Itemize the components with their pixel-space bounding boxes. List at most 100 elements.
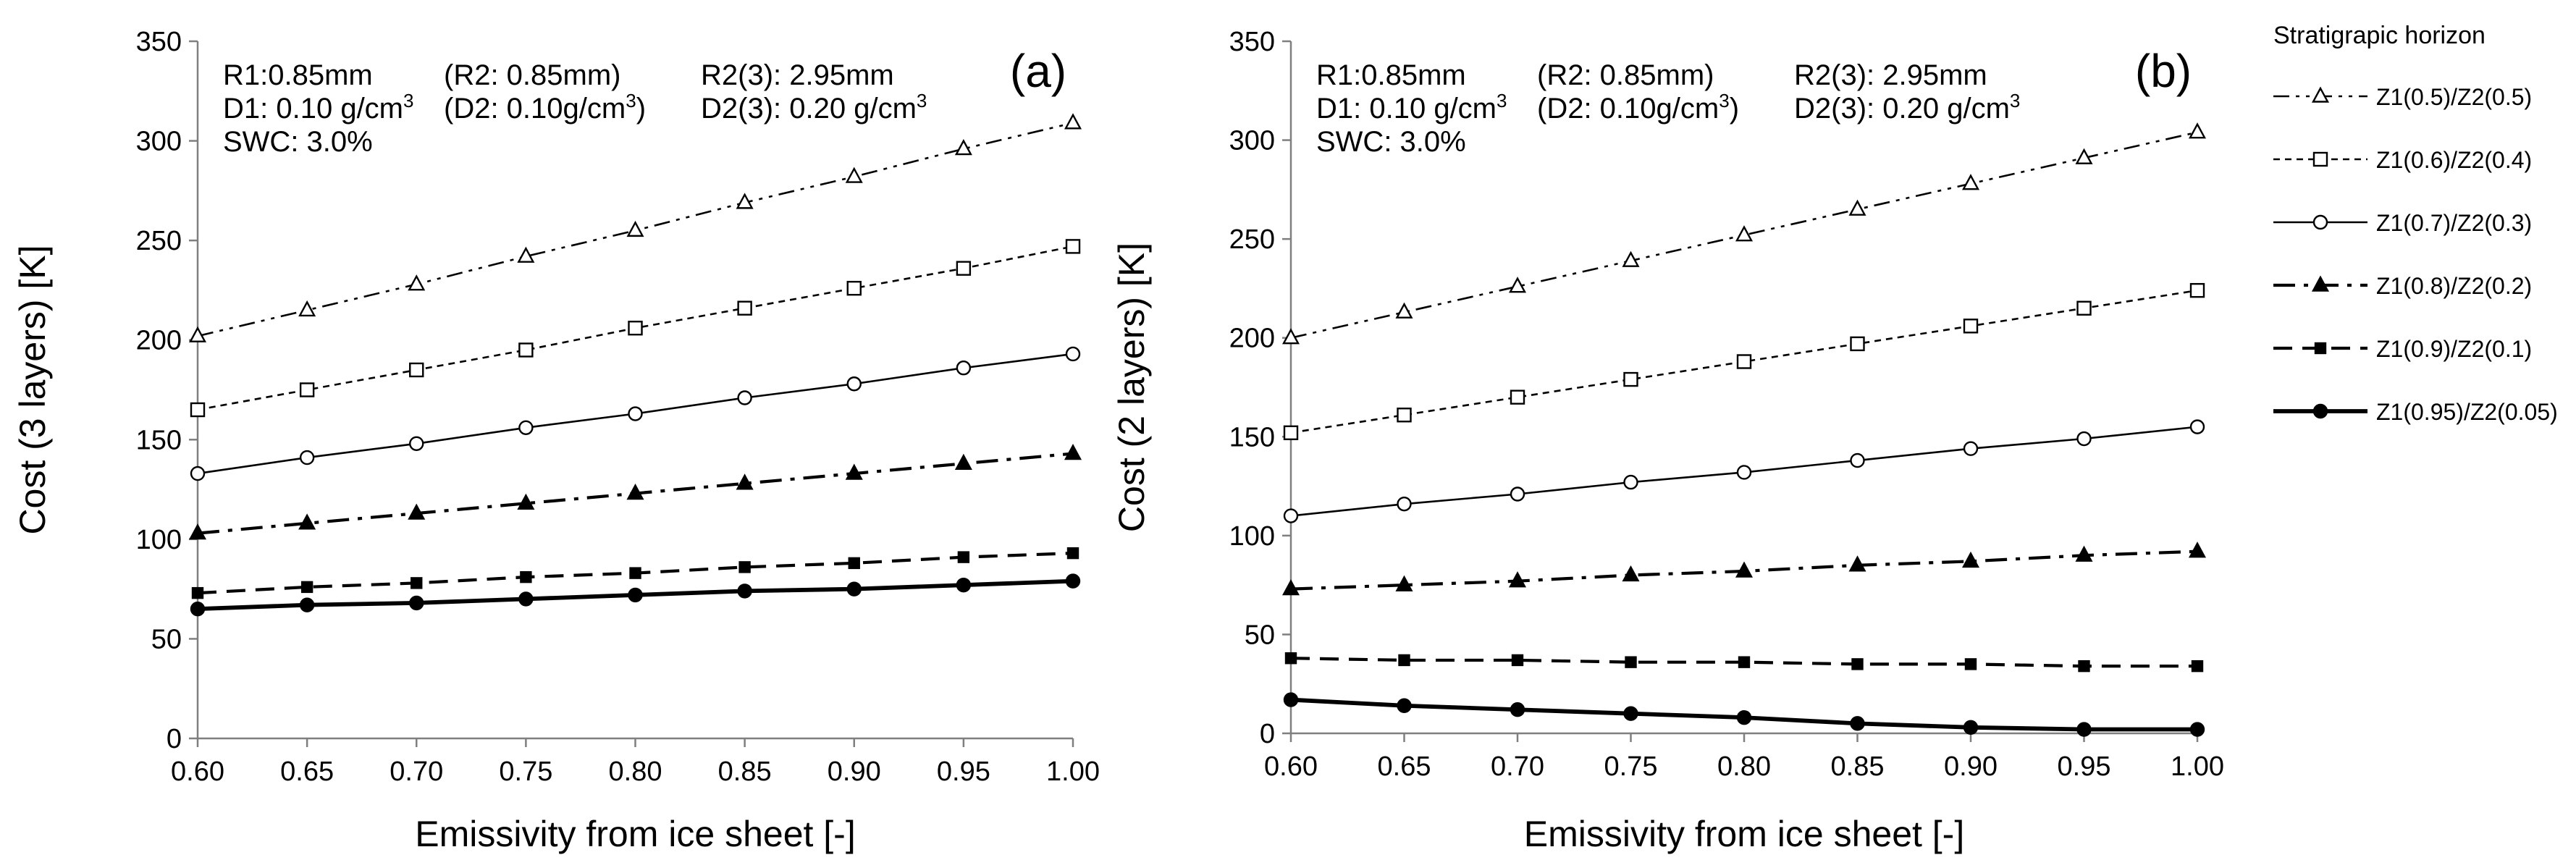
data-point — [1850, 716, 1865, 731]
data-point — [628, 406, 643, 421]
y-axis-title: Cost (3 layers) [K] — [12, 245, 53, 534]
data-point — [1510, 389, 1525, 405]
annotation-text: SWC: 3.0% — [1316, 126, 1466, 158]
data-point — [299, 382, 315, 397]
annotation-text: (R2: 0.85mm) — [444, 59, 621, 91]
legend-label: Z1(0.8)/Z2(0.2) — [2376, 273, 2532, 299]
data-point — [2189, 722, 2205, 737]
annotation-text: R1:0.85mm — [223, 59, 373, 91]
data-point — [626, 220, 644, 237]
annotation-text: D2(3): 0.20 g/cm3 — [701, 90, 927, 125]
data-point — [1735, 225, 1754, 242]
data-point — [191, 586, 204, 599]
data-point — [738, 561, 751, 573]
data-point — [1281, 328, 1300, 345]
data-point — [1964, 658, 1977, 670]
legend-label: Z1(0.95)/Z2(0.05) — [2376, 399, 2558, 425]
x-tick-label: 0.75 — [499, 757, 552, 787]
data-point — [1961, 174, 1980, 190]
x-tick-label: 0.60 — [171, 757, 224, 787]
annotation-text: R2(3): 2.95mm — [1794, 59, 1987, 91]
annotation-text: D1: 0.10 g/cm3 — [1316, 90, 1507, 125]
data-point — [1397, 698, 1412, 713]
annotation-text: (D2: 0.10g/cm3) — [444, 90, 646, 125]
data-point — [299, 450, 315, 465]
x-tick-label: 0.60 — [1264, 751, 1318, 782]
y-tick-label: 0 — [1260, 719, 1275, 749]
data-point — [1395, 302, 1413, 319]
data-point — [848, 557, 860, 570]
legend-label: Z1(0.5)/Z2(0.5) — [2376, 84, 2532, 110]
annotation-text: R2(3): 2.95mm — [701, 59, 894, 91]
data-point — [629, 567, 641, 579]
data-point — [956, 361, 972, 376]
x-axis-title: Emissivity from ice sheet [-] — [1524, 814, 1964, 854]
chart-panel-1: 0 50 100 150 200 250 300 350 0.60 0.65 0.70 0.75 0.8… — [1111, 27, 2224, 854]
data-point — [2076, 722, 2092, 737]
legend-entry-0: Z1(0.5)/Z2(0.5) — [2273, 84, 2532, 110]
panel-label: (b) — [2135, 45, 2192, 97]
data-point — [626, 484, 644, 500]
data-point — [1065, 239, 1081, 254]
data-point — [2075, 148, 2093, 164]
annotation-text: D1: 0.10 g/cm3 — [223, 90, 413, 125]
data-point — [408, 503, 426, 520]
data-point — [517, 493, 535, 510]
data-point — [520, 570, 532, 583]
data-point — [1622, 250, 1640, 267]
legend-marker — [2314, 342, 2327, 355]
y-tick-label: 100 — [136, 525, 182, 555]
x-tick-label: 0.80 — [1717, 751, 1771, 782]
legend-marker — [2311, 86, 2330, 103]
data-point — [1284, 652, 1297, 665]
data-point — [845, 463, 863, 480]
legend-title: Stratigrapic horizon — [2273, 22, 2485, 49]
data-point — [1850, 336, 1865, 352]
y-tick-label: 300 — [1229, 126, 1275, 156]
series-1 — [190, 239, 1081, 418]
data-point — [409, 595, 424, 611]
data-point — [2188, 122, 2207, 139]
annotation-text: (R2: 0.85mm) — [1537, 59, 1714, 91]
data-point — [1281, 579, 1300, 596]
data-point — [1961, 551, 1980, 568]
legend-marker — [2311, 275, 2330, 292]
data-point — [956, 261, 972, 276]
data-point — [736, 473, 754, 490]
x-tick-label: 0.65 — [280, 757, 334, 787]
x-tick-label: 0.70 — [1491, 751, 1544, 782]
data-point — [1397, 496, 1412, 512]
y-tick-label: 300 — [136, 127, 182, 157]
data-point — [190, 465, 206, 481]
legend-entry-4: Z1(0.9)/Z2(0.1) — [2273, 336, 2532, 362]
data-point — [737, 390, 752, 405]
series-5 — [1283, 692, 2205, 737]
x-tick-label: 0.80 — [609, 757, 662, 787]
data-point — [1738, 656, 1751, 668]
data-point — [188, 326, 207, 342]
data-point — [1623, 371, 1638, 387]
series-5 — [190, 573, 1081, 617]
x-tick-label: 0.65 — [1378, 751, 1431, 782]
legend-marker — [2312, 151, 2328, 167]
data-point — [190, 601, 206, 617]
data-point — [2189, 282, 2205, 298]
data-point — [1066, 547, 1079, 560]
data-point — [1848, 555, 1866, 572]
data-point — [409, 436, 424, 451]
data-point — [188, 523, 207, 540]
data-point — [1395, 575, 1413, 591]
y-tick-label: 250 — [1229, 224, 1275, 255]
x-tick-label: 0.90 — [1944, 751, 1998, 782]
x-tick-label: 0.70 — [390, 757, 443, 787]
data-point — [2189, 419, 2205, 434]
data-point — [737, 583, 752, 599]
data-point — [1963, 441, 1979, 456]
data-point — [2076, 431, 2092, 447]
data-point — [954, 453, 972, 471]
annotation-text: SWC: 3.0% — [223, 126, 373, 158]
annotation-text: D2(3): 0.20 g/cm3 — [1794, 90, 2020, 125]
legend-marker — [2312, 214, 2328, 230]
data-point — [1623, 706, 1638, 721]
